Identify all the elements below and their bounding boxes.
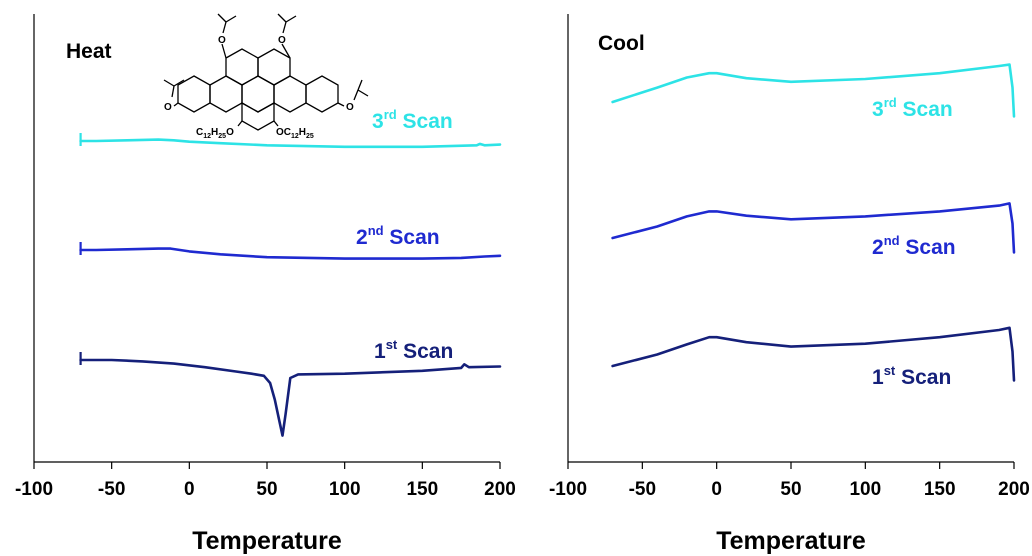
heat-scan2-label: 2nd Scan (356, 223, 440, 249)
heat-x-axis-title: Temperature (192, 527, 342, 555)
cool-x-tick-label-3: 50 (780, 479, 801, 500)
svg-text:O: O (346, 102, 354, 113)
heat-x-tick-label-1: -50 (98, 479, 125, 500)
svg-text:O: O (164, 102, 172, 113)
cool-x-tick-label-0: -100 (549, 479, 587, 500)
heat-trace-3rd-scan (79, 138, 502, 149)
cool-x-axis-title: Temperature (716, 527, 866, 555)
cool-panel: -100 -50 0 50 100 150 200 Cool Temperature 3rd… (549, 14, 1030, 555)
cool-panel-title: Cool (598, 32, 645, 55)
cool-x-tick-label-6: 200 (998, 479, 1030, 500)
heat-trace-1st-scan (79, 358, 502, 437)
heat-x-tick-label-0: -100 (15, 479, 53, 500)
svg-text:O: O (278, 35, 286, 46)
cool-traces (611, 63, 1016, 382)
cool-x-tick-label-4: 100 (849, 479, 881, 500)
heat-x-ticks: -100 -50 0 50 100 150 200 (15, 462, 516, 500)
heat-x-tick-label-2: 0 (184, 479, 195, 500)
svg-text:OC12H25: OC12H25 (276, 127, 314, 140)
heat-trace-2nd-scan (79, 247, 502, 260)
cool-scan1-label: 1st Scan (872, 363, 951, 389)
cool-x-ticks: -100 -50 0 50 100 150 200 (549, 462, 1030, 500)
heat-x-tick-label-3: 50 (256, 479, 277, 500)
heat-scan3-label: 3rd Scan (372, 107, 453, 133)
heat-x-tick-label-5: 150 (406, 479, 438, 500)
cool-x-tick-label-1: -50 (629, 479, 656, 500)
cool-trace-1st-scan (611, 326, 1016, 382)
heat-x-tick-label-6: 200 (484, 479, 516, 500)
heat-scan1-label: 1st Scan (374, 337, 453, 363)
heat-panel-title: Heat (66, 40, 112, 63)
cool-x-tick-label-2: 0 (711, 479, 722, 500)
svg-text:C12H25O: C12H25O (196, 127, 234, 140)
molecule-structure-icon: O O O O (163, 13, 369, 140)
cool-scan2-label: 2nd Scan (872, 233, 956, 259)
heat-traces (79, 133, 502, 437)
cool-scan3-label: 3rd Scan (872, 95, 953, 121)
cool-x-tick-label-5: 150 (924, 479, 956, 500)
cool-trace-2nd-scan (611, 202, 1016, 254)
svg-text:O: O (218, 35, 226, 46)
heat-panel: -100 -50 0 50 100 150 200 Heat Temperature 3rd… (15, 13, 516, 555)
cool-trace-3rd-scan (611, 63, 1016, 118)
heat-x-tick-label-4: 100 (329, 479, 361, 500)
